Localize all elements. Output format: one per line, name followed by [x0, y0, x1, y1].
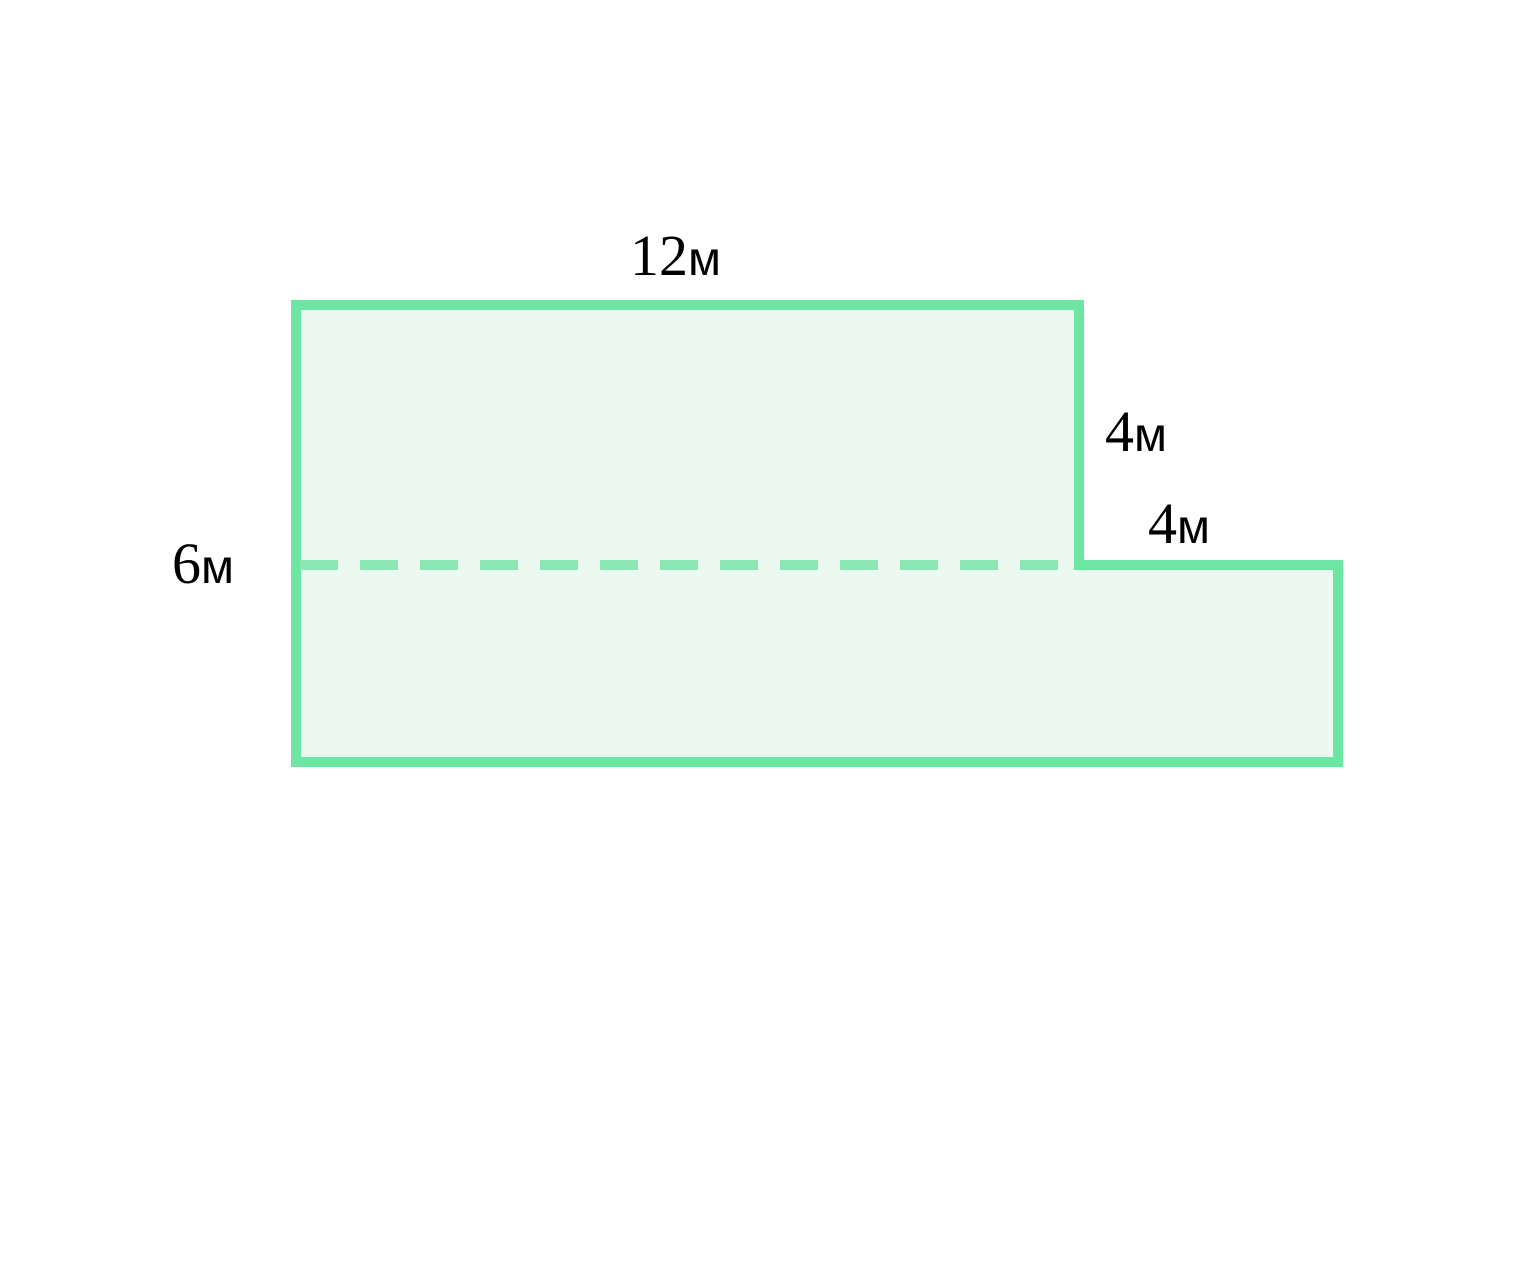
dimension-label-right-step: 4м — [1148, 490, 1212, 557]
dimension-label-right-upper: 4м — [1105, 398, 1169, 465]
dimension-unit: м — [201, 541, 236, 594]
dimension-unit: м — [1177, 501, 1212, 554]
dimension-label-left: 6м — [172, 530, 236, 597]
dimension-unit: м — [688, 233, 723, 286]
dimension-unit: м — [1134, 409, 1169, 462]
geometric-diagram: 12м 4м 4м 6м — [0, 0, 1536, 1269]
shape-svg — [0, 0, 1536, 1269]
dimension-value: 6 — [172, 531, 201, 596]
dimension-value: 12 — [630, 223, 688, 288]
dimension-value: 4 — [1105, 399, 1134, 464]
dimension-label-top: 12м — [630, 222, 723, 289]
dimension-value: 4 — [1148, 491, 1177, 556]
